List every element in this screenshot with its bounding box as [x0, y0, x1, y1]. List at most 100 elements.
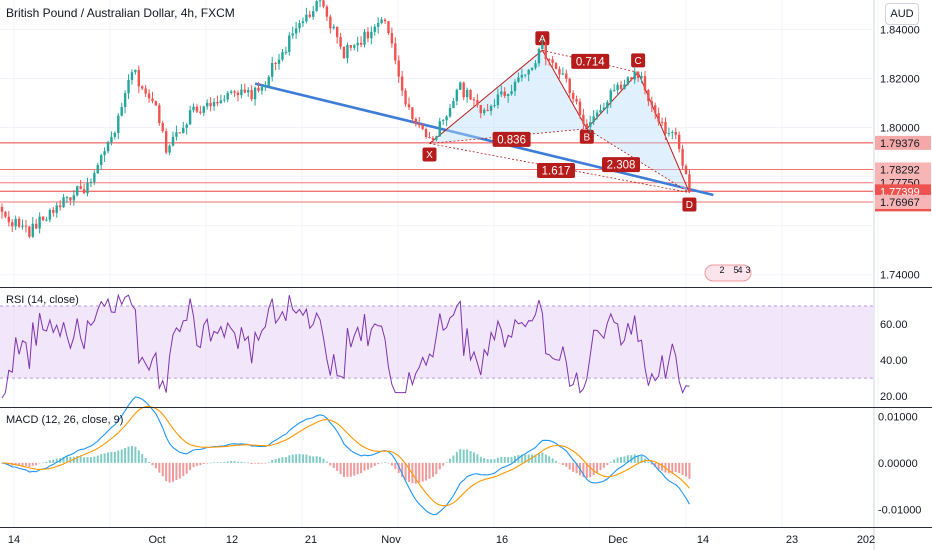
macd-hist-bar [165, 462, 168, 482]
candle-body [99, 155, 103, 166]
candle-body [89, 181, 93, 184]
candle-body [568, 78, 571, 94]
candle-body [640, 76, 643, 78]
candle-body [250, 90, 253, 100]
macd-hist-bar [500, 456, 503, 463]
event-badge: 3 [745, 265, 750, 275]
candle-body [513, 81, 517, 92]
macd-hist-bar [380, 462, 383, 464]
macd-hist-bar [397, 462, 400, 474]
macd-hist-bar [38, 462, 41, 464]
candle-body [400, 76, 404, 91]
macd-hist-bar [390, 462, 393, 466]
price-tag-box [875, 184, 931, 199]
macd-hist-bar [507, 457, 510, 463]
macd-hist-bar [103, 453, 106, 463]
price-tag: 1.79376 [880, 138, 920, 150]
candle-body [578, 101, 582, 115]
macd-hist-bar [452, 455, 455, 463]
candle-body [178, 132, 182, 134]
time-tick: 16 [496, 534, 508, 546]
macd-hist-bar [537, 453, 540, 463]
macd-hist-bar [558, 462, 561, 464]
macd-hist-bar [113, 451, 116, 463]
pattern-fill [586, 72, 690, 193]
macd-hist-bar [407, 462, 410, 482]
candle-body [342, 46, 346, 59]
candle-body [667, 133, 671, 135]
macd-hist-bar [490, 459, 493, 463]
rsi-pane-title: RSI (14, close) [6, 294, 79, 306]
candle-body [212, 102, 216, 107]
candle-body [465, 89, 469, 98]
macd-hist-bar [86, 457, 89, 463]
candle-body [192, 106, 195, 111]
macd-hist-bar [544, 454, 547, 463]
currency-button[interactable]: AUD [885, 3, 919, 25]
candle-body [349, 45, 353, 48]
candle-body [390, 33, 394, 44]
macd-hist-bar [291, 454, 294, 463]
macd-hist-bar [288, 455, 291, 463]
candle-body [671, 131, 674, 134]
rsi-tick: 20.00 [880, 391, 908, 403]
macd-hist-bar [620, 457, 623, 463]
candle-body [612, 90, 616, 92]
macd-hist-bar [421, 462, 424, 482]
candle-body [424, 128, 428, 138]
macd-hist-bar [585, 462, 588, 479]
candle-body [589, 122, 592, 128]
macd-hist-bar [21, 462, 24, 466]
candle-body [623, 84, 626, 89]
macd-hist-bar [267, 462, 270, 463]
macd-hist-bar [685, 462, 687, 477]
pattern-leg [429, 49, 543, 144]
macd-hist-bar [223, 462, 226, 463]
macd-hist-bar [599, 462, 602, 471]
candle-body [41, 216, 45, 221]
event-badges[interactable]: 2 54 3 [704, 264, 752, 282]
price-tag-box [875, 194, 931, 209]
macd-hist-bar [52, 459, 55, 463]
trendline-group[interactable] [254, 82, 714, 197]
candle-body [322, 0, 325, 7]
candle-body [431, 137, 435, 140]
candle-body [270, 62, 274, 77]
macd-hist-bar [31, 462, 34, 466]
candle-body [79, 186, 82, 190]
candle-body [602, 107, 606, 111]
candle-body [158, 105, 161, 124]
candle-body [164, 131, 168, 153]
candle-body [106, 142, 110, 152]
macd-hist-bar [154, 462, 157, 469]
macd-hist-bar [79, 456, 82, 463]
candle-body [45, 219, 48, 221]
rsi-band [0, 305, 873, 379]
candle-body [332, 26, 335, 29]
candle-body [86, 183, 89, 194]
candle-body [407, 104, 411, 108]
macd-hist-bar [476, 454, 479, 463]
macd-hist-bar [472, 452, 475, 463]
macd-hist-bar [377, 462, 380, 465]
macd-hist-bar [541, 452, 544, 463]
candle-body [31, 223, 34, 237]
candle-body [339, 37, 342, 47]
rsi-tick: 40.00 [880, 355, 908, 367]
macd-hist-bar [609, 461, 612, 463]
macd-hist-bar [209, 462, 212, 464]
macd-hist-bar [62, 456, 65, 463]
macd-hist-bar [254, 462, 257, 464]
macd-hist-bar [305, 454, 308, 463]
macd-hist-bar [250, 462, 253, 465]
candle-body [643, 76, 647, 91]
candle-body [595, 112, 599, 117]
macd-hist-bar [213, 462, 216, 463]
candle-body [356, 42, 359, 46]
candle-body [435, 136, 438, 140]
pattern-leg [637, 72, 690, 193]
candle-body [93, 173, 96, 182]
